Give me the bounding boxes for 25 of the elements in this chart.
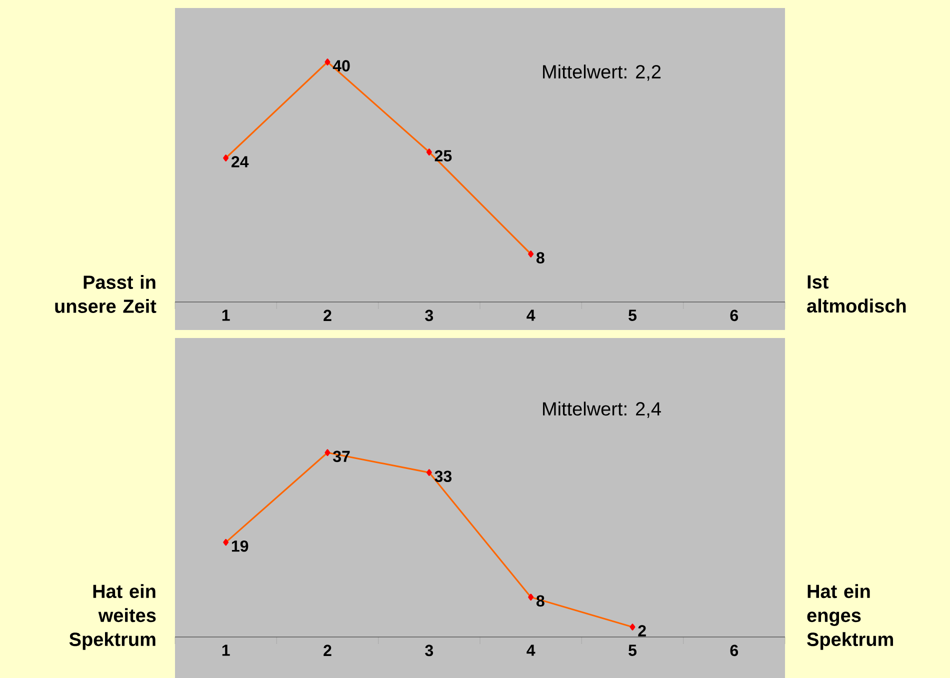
data-label: 8 bbox=[536, 252, 544, 264]
data-label: 24 bbox=[232, 156, 249, 168]
text: Passt in unsere Zeit bbox=[55, 275, 156, 313]
annotation: Mittelwert: 2,4 bbox=[543, 402, 661, 418]
annotation: Mittelwert: 2,2 bbox=[543, 64, 661, 81]
x-tick-label: 3 bbox=[425, 310, 434, 322]
x-tick-label: 1 bbox=[222, 310, 230, 321]
text: Hat ein weites Spektrum bbox=[69, 584, 156, 650]
data-label: 25 bbox=[434, 150, 452, 162]
text: Hat ein enges Spektrum bbox=[807, 584, 893, 650]
data-label: 33 bbox=[434, 470, 452, 482]
x-tick-label: 4 bbox=[526, 310, 536, 321]
x-tick-label: 3 bbox=[425, 644, 434, 656]
x-tick-label: 6 bbox=[730, 310, 738, 322]
data-label: 2 bbox=[638, 625, 646, 636]
x-tick-label: 4 bbox=[526, 644, 536, 656]
data-label: 40 bbox=[332, 60, 350, 72]
x-tick-label: 5 bbox=[628, 310, 637, 321]
data-label: 19 bbox=[232, 540, 248, 552]
x-tick-label: 2 bbox=[324, 644, 332, 656]
x-tick-label: 2 bbox=[324, 310, 332, 321]
text: Ist altmodisch bbox=[807, 275, 906, 313]
x-tick-label: 5 bbox=[628, 644, 637, 656]
x-tick-label: 1 bbox=[222, 644, 230, 656]
x-tick-label: 6 bbox=[730, 644, 738, 656]
